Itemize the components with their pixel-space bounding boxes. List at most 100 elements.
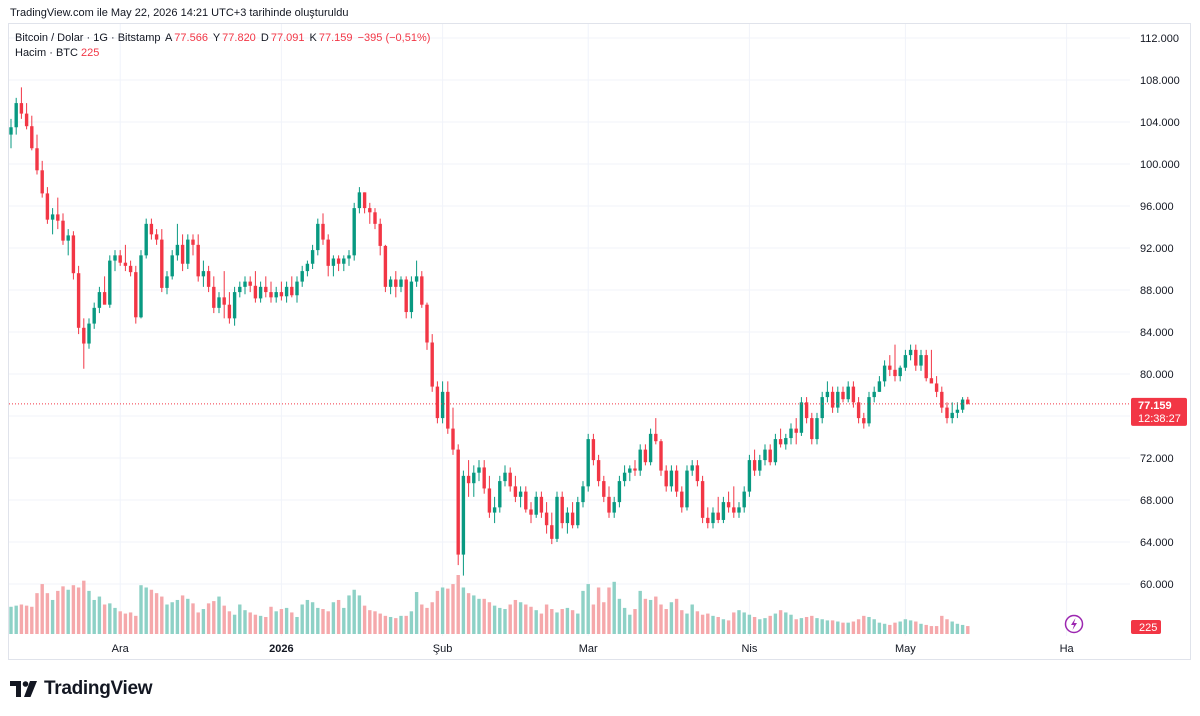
candle-body [362,192,367,209]
volume-bar [664,609,668,634]
candle-body [347,255,351,259]
candle-body [305,263,310,272]
volume-bar [76,587,81,634]
volume-bar [732,612,736,634]
candles [9,87,970,576]
candle-body [560,496,564,524]
candle-body [513,486,518,497]
candle-body [539,496,544,513]
volume-bar [258,615,263,634]
volume-bar [305,599,310,634]
volume-bar [102,604,107,634]
volume-bar [789,614,793,634]
volume-bar [576,613,580,634]
low-label: D [260,32,269,44]
volume-bar [784,612,788,634]
volume-bar [326,611,330,634]
candle-body [565,512,570,524]
volume-bar [19,604,24,634]
volume-bars [9,575,970,634]
candle-body [487,488,492,513]
last-price-text: 77.159 [1138,400,1172,412]
candle-body [279,292,284,297]
lightning-icon[interactable] [1064,614,1084,634]
volume-bar [586,584,590,634]
volume-bar [565,607,570,634]
close-label: K [309,32,317,44]
candle-body [716,512,720,520]
candle-body [737,507,741,513]
candle-body [71,235,76,274]
volume-bar [295,616,299,634]
candle-body [316,223,320,251]
candle-body [602,481,606,497]
volume-bar [24,605,29,634]
candle-body [700,481,705,518]
symbol-name[interactable]: Bitcoin / Dolar · 1G · Bitstamp [15,32,161,44]
volume-bar [945,619,949,634]
volume-bar [768,615,772,634]
volume-bar [201,609,206,634]
candle-body [794,428,798,433]
candle-body [61,220,65,241]
candle-body [815,418,819,440]
candle-body [758,460,762,471]
change-value: −395 (−0,51%) [357,32,431,44]
candle-body [529,509,533,515]
volume-bar [461,587,466,634]
volume-label[interactable]: Hacim · BTC [15,47,78,59]
time-tick-label: Ara [112,643,130,655]
candle-body [929,378,934,384]
candle-body [804,402,809,419]
time-tick-label: Mar [579,643,598,655]
price-tick-label: 108.000 [1140,75,1180,87]
candle-body [867,397,871,424]
candle-body [461,475,466,555]
candle-body [258,286,263,299]
candle-body [643,449,648,463]
candle-body [664,470,668,487]
candle-body [170,255,174,277]
candle-body [945,407,949,419]
volume-bar [279,609,284,634]
candle-body [570,512,575,526]
price-tick-label: 60.000 [1140,579,1174,591]
volume-bar [700,614,705,634]
candle-body [591,439,596,461]
candle-body [524,491,528,510]
candle-body [45,193,50,220]
candle-body [654,433,658,442]
candle-body [118,255,122,263]
candle-body [721,502,726,520]
candle-body [456,449,460,555]
candle-body [773,439,778,463]
volume-bar [160,596,164,634]
candle-body [638,449,642,471]
tradingview-logo[interactable]: TradingView [10,678,153,700]
volume-bar [617,598,622,634]
candle-body [508,472,512,487]
candle-body [186,239,190,264]
candle-body [243,281,247,287]
volume-bar [274,611,278,634]
volume-bar [690,604,694,634]
candle-body [518,491,523,497]
volume-bar [815,618,819,634]
candle-body [466,475,471,484]
candle-body [726,502,731,508]
candle-body [404,279,408,313]
candle-body [196,244,200,277]
volume-bar [123,613,128,634]
candle-body [903,355,908,368]
price-tick-label: 96.000 [1140,201,1174,213]
candle-body [633,468,637,471]
volume-bar [30,606,34,634]
volume-bar [264,616,268,634]
candle-body [914,349,918,366]
candle-body [763,449,767,461]
candle-body [622,472,627,482]
candle-body [586,439,590,487]
candle-body [253,285,258,299]
volume-badge-text: 225 [1139,622,1157,634]
